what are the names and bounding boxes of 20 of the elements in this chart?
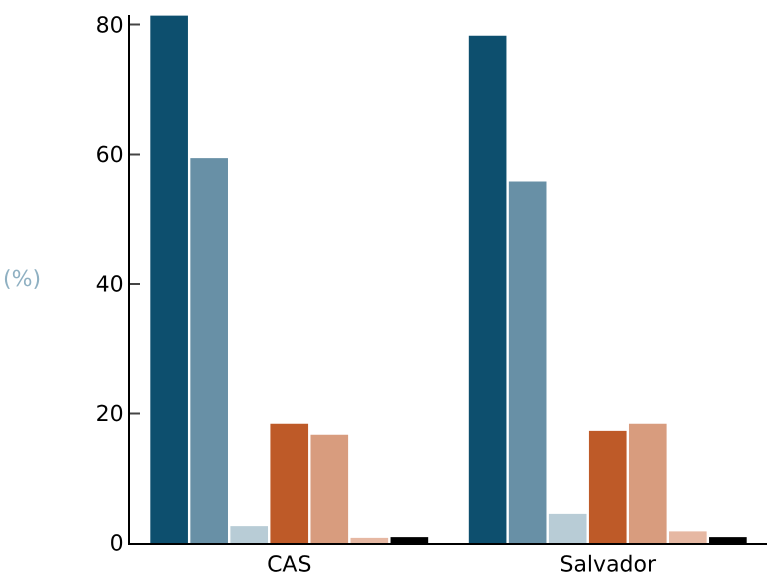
y-tick-label: 60: [96, 142, 124, 168]
bar: [230, 526, 268, 543]
y-tick-label: 20: [96, 402, 124, 428]
bar: [468, 36, 506, 543]
bar: [350, 538, 388, 543]
bar: [628, 424, 667, 543]
bar: [150, 16, 188, 543]
bar: [508, 182, 546, 543]
y-axis-title: (%): [3, 267, 42, 292]
x-tick-label: Salvador: [559, 552, 657, 578]
bar: [190, 158, 228, 543]
y-tick-label: 40: [96, 272, 124, 298]
x-tick-label: CAS: [267, 552, 312, 578]
bar: [310, 434, 348, 543]
bar: [588, 430, 627, 543]
bar: [270, 424, 308, 543]
bar: [548, 514, 587, 543]
bar: [669, 531, 707, 543]
y-tick-label: 80: [96, 13, 124, 38]
y-tick-label: 0: [110, 532, 124, 557]
